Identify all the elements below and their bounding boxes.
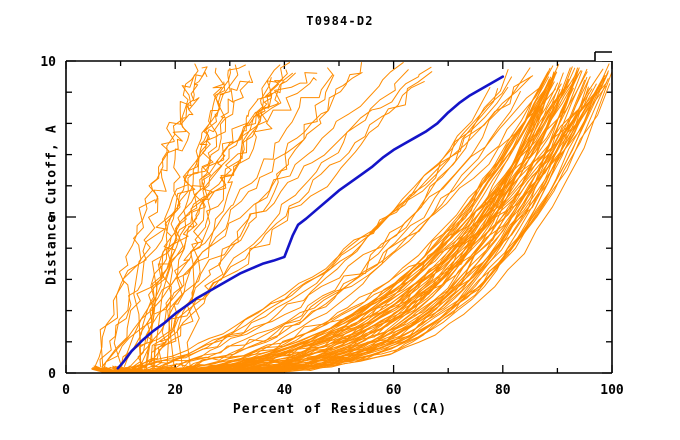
background-curve <box>186 67 224 372</box>
plot-frame <box>65 51 613 374</box>
x-axis-label: Percent of Residues (CA) <box>232 402 448 417</box>
background-curve <box>112 75 534 374</box>
background-curve <box>113 74 195 369</box>
background-curve <box>133 88 593 373</box>
y-tick-label: 10 <box>40 55 56 70</box>
x-tick-label: 40 <box>277 383 293 398</box>
background-curve <box>92 72 550 374</box>
background-curve <box>100 68 604 374</box>
background-curve <box>152 69 288 372</box>
background-curve <box>95 65 554 374</box>
background-curve <box>123 80 250 367</box>
background-curve <box>92 71 549 374</box>
background-curve <box>99 72 318 370</box>
background-curve <box>132 69 409 369</box>
background-curve <box>139 81 285 372</box>
background-curve <box>105 92 590 374</box>
x-tick-label: 0 <box>62 383 70 398</box>
background-curve <box>145 70 254 372</box>
x-tick-label: 60 <box>386 383 402 398</box>
x-tick-label: 80 <box>495 383 511 398</box>
background-curve <box>97 86 509 374</box>
background-curve <box>153 64 239 371</box>
background-curve <box>95 76 532 373</box>
highlighted-curve <box>116 75 505 370</box>
background-curve <box>167 62 290 370</box>
y-tick-label: 0 <box>48 367 56 382</box>
background-curve <box>143 81 425 369</box>
background-curve <box>128 90 521 374</box>
background-curve <box>133 71 208 370</box>
background-curve <box>101 71 433 370</box>
background-curve <box>176 72 294 367</box>
background-curve <box>138 74 335 371</box>
y-tick-label: 5 <box>48 211 56 226</box>
tick-label-layer: 0 20 40 60 80 100 0 5 10 <box>40 55 624 398</box>
background-curve <box>93 63 199 370</box>
background-curve <box>103 67 334 369</box>
background-curve <box>109 67 551 374</box>
background-curve <box>96 88 590 374</box>
x-tick-label: 20 <box>167 383 183 398</box>
background-curve <box>95 88 556 374</box>
background-curve <box>126 70 609 373</box>
page-title: T0984-D2 <box>306 14 374 28</box>
x-tick-label: 100 <box>600 383 624 398</box>
background-curve <box>128 62 362 368</box>
background-curve <box>99 67 231 368</box>
background-curve <box>101 62 404 367</box>
series-layer <box>91 62 613 374</box>
